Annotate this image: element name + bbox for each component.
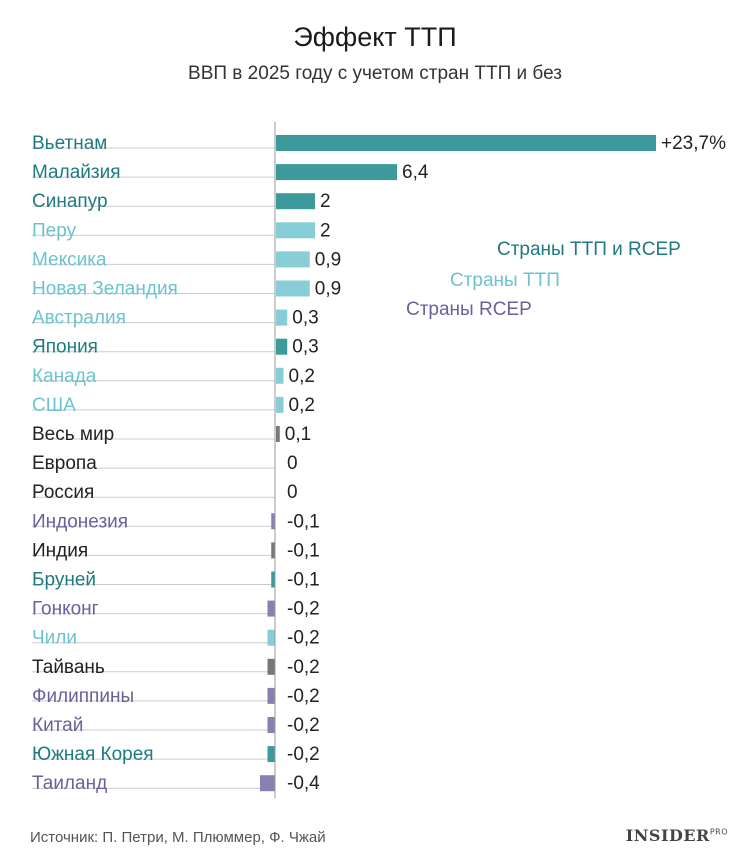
bar xyxy=(276,193,315,210)
category-label: Перу xyxy=(32,220,77,241)
chart-title: Эффект ТТП xyxy=(293,22,457,52)
value-label: -0,1 xyxy=(287,570,320,591)
value-label: 0,9 xyxy=(315,249,341,270)
bar xyxy=(276,164,397,181)
bar xyxy=(267,746,275,763)
category-label: Мексика xyxy=(32,249,107,270)
category-label: Тайвань xyxy=(32,657,105,678)
value-label: -0,4 xyxy=(287,773,320,794)
bar xyxy=(276,396,284,413)
category-label: Южная Корея xyxy=(32,744,154,765)
category-label: Весь мир xyxy=(32,424,114,445)
value-label: 2 xyxy=(320,191,331,212)
value-label: -0,2 xyxy=(287,599,320,620)
bar xyxy=(276,367,284,384)
bar xyxy=(276,251,310,268)
bar xyxy=(267,687,275,704)
bar xyxy=(276,280,310,297)
bar xyxy=(267,717,275,733)
category-label: Индонезия xyxy=(32,511,128,532)
bar xyxy=(267,629,275,646)
value-label: 0,3 xyxy=(292,308,318,329)
bar xyxy=(271,542,275,559)
value-label: -0,2 xyxy=(287,657,320,678)
category-label: Малайзия xyxy=(32,162,121,183)
value-label: 0,3 xyxy=(292,337,318,358)
bar xyxy=(276,338,288,355)
bar xyxy=(271,513,275,530)
category-label: Китай xyxy=(32,715,83,736)
value-label: 0,1 xyxy=(285,424,311,445)
value-label: 0,9 xyxy=(315,279,341,300)
value-label: +23,7% xyxy=(661,133,726,154)
bar xyxy=(276,222,315,239)
legend-rcep: Страны RCEP xyxy=(406,299,532,320)
value-label: -0,1 xyxy=(287,540,320,561)
category-label: Вьетнам xyxy=(32,133,107,154)
category-label: Канада xyxy=(32,366,97,387)
value-label: -0,2 xyxy=(287,686,320,707)
value-label: -0,1 xyxy=(287,511,320,532)
value-label: 2 xyxy=(320,220,331,241)
category-label: Бруней xyxy=(32,570,96,591)
category-label: Таиланд xyxy=(32,773,107,794)
bar xyxy=(267,658,275,675)
bar xyxy=(260,775,275,792)
value-label: 0 xyxy=(287,482,298,503)
insider-pro-logo: INSIDERPRO xyxy=(625,826,728,845)
category-label: Синапур xyxy=(32,191,108,212)
category-label: Гонконг xyxy=(32,599,99,620)
category-label: Европа xyxy=(32,453,97,474)
value-label: 0,2 xyxy=(289,395,315,416)
category-label: Австралия xyxy=(32,308,126,329)
category-label: Япония xyxy=(32,337,98,358)
category-label: Индия xyxy=(32,540,88,561)
value-label: 0,2 xyxy=(289,366,315,387)
bar xyxy=(276,309,288,326)
bar xyxy=(267,600,275,617)
chart-subtitle: ВВП в 2025 году с учетом стран ТТП и без xyxy=(188,63,562,84)
value-label: -0,2 xyxy=(287,715,320,736)
bar xyxy=(276,135,656,151)
bar xyxy=(276,426,280,442)
category-label: Россия xyxy=(32,482,94,503)
source-note: Источник: П. Петри, М. Плюммер, Ф. Чжай xyxy=(30,829,326,846)
bar-chart: Вьетнам +23,7% Малайзия 6,4 Синапур 2 Перу 2 Мек… xyxy=(32,122,726,799)
bar xyxy=(271,571,275,588)
value-label: -0,2 xyxy=(287,744,320,765)
category-label: Филиппины xyxy=(32,686,134,707)
value-label: -0,2 xyxy=(287,628,320,649)
value-label: 6,4 xyxy=(402,162,429,183)
value-label: 0 xyxy=(287,453,298,474)
legend-tpp-rcep: Страны ТТП и RCEP xyxy=(497,239,681,260)
category-label: США xyxy=(32,395,76,416)
category-label: Новая Зеландия xyxy=(32,279,178,300)
category-label: Чили xyxy=(32,628,77,649)
legend-tpp: Страны ТТП xyxy=(450,270,560,291)
